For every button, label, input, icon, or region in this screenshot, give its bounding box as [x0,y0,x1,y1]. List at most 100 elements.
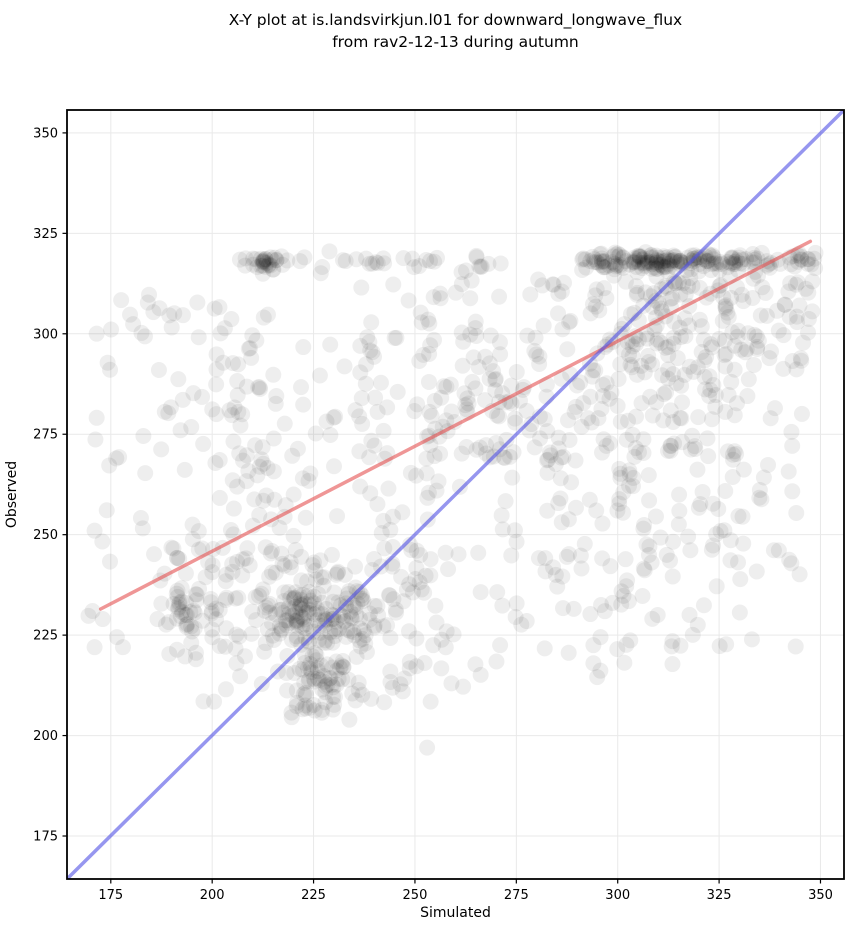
chart-title-line1: X-Y plot at is.landsvirkjun.l01 for down… [229,11,682,30]
data-point [800,310,817,327]
data-point [411,258,428,275]
data-point [752,307,769,324]
data-point [472,439,489,456]
data-point [101,457,118,474]
data-point [136,328,153,345]
data-point [715,289,732,306]
data-point [161,645,178,662]
data-point [616,316,633,333]
data-point [307,425,324,442]
data-point [698,348,715,365]
x-axis-label: Simulated [420,905,491,921]
data-point [708,526,725,543]
data-point [660,442,677,459]
data-point [286,589,303,606]
data-point [247,437,264,454]
data-point [550,305,567,322]
data-point [328,676,345,693]
data-point [547,566,564,583]
data-point [421,403,438,420]
data-point [206,693,223,710]
data-point [324,659,341,676]
data-point [307,562,324,579]
data-point [572,547,589,564]
data-point [536,411,553,428]
data-point [506,410,523,427]
data-point [262,249,279,266]
data-point [488,653,505,670]
y-tick-label: 300 [33,327,58,342]
data-point [567,452,584,469]
data-point [735,293,752,310]
data-point [388,604,405,621]
data-point [644,356,661,373]
data-point [613,583,630,600]
data-point [647,292,664,309]
data-point [407,571,424,588]
data-point [358,356,375,373]
data-point [292,597,309,614]
data-point [641,254,658,271]
data-point [674,394,691,411]
data-point [740,371,757,388]
data-point [271,519,288,536]
data-point [382,674,399,691]
data-point [639,254,656,271]
data-point [799,324,816,341]
data-point [577,251,594,268]
data-point [350,682,367,699]
data-point [239,540,256,557]
data-point [690,409,707,426]
data-point [705,537,722,554]
data-point [478,437,495,454]
data-point [724,468,741,485]
data-point [432,445,449,462]
data-point [326,688,343,705]
data-point [261,595,278,612]
data-point [604,594,621,611]
data-point [313,569,330,586]
data-point [611,247,628,264]
data-point [646,285,663,302]
data-point [304,648,321,665]
data-point [217,638,234,655]
data-point [594,252,611,269]
data-point [730,322,747,339]
data-point [739,388,756,405]
data-point [456,385,473,402]
y-axis-label: Observed [4,461,20,528]
data-point [689,359,706,376]
data-point [760,456,777,473]
data-point [702,247,719,264]
data-point [686,253,703,270]
data-point [274,256,291,273]
data-point [168,610,185,627]
data-point [642,253,659,270]
data-point [234,551,251,568]
data-point [256,602,273,619]
data-point [437,639,454,656]
data-point [323,546,340,563]
data-point [470,359,487,376]
data-point [234,567,251,584]
data-point [134,520,151,537]
data-point [293,379,310,396]
data-point [302,465,319,482]
data-point [361,334,378,351]
data-point [172,422,189,439]
data-point [467,656,484,673]
data-point [553,370,570,387]
data-point [562,312,579,329]
data-point [278,664,295,681]
data-point [731,255,748,272]
data-point [312,265,329,282]
data-point [276,557,293,574]
data-point [326,584,343,601]
data-point [354,415,371,432]
data-point [729,328,746,345]
data-point [780,463,797,480]
data-point [550,285,567,302]
data-point [325,409,342,426]
data-point [669,350,686,367]
data-point [754,279,771,296]
